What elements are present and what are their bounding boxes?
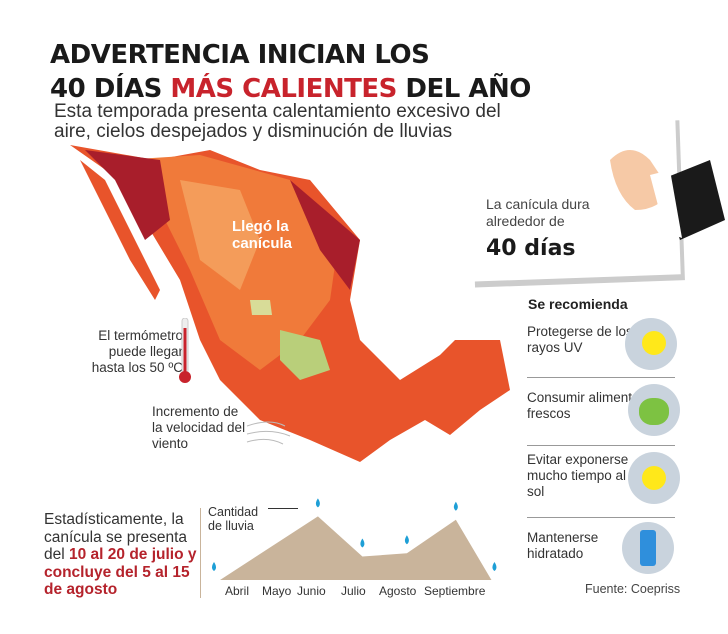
- title-line-1: ADVERTENCIA INICIAN LOS: [50, 40, 430, 70]
- wind-icon: [246, 421, 291, 445]
- map-label: Llegó la canícula: [232, 218, 293, 252]
- chart-label: Cantidad de lluvia: [208, 505, 259, 533]
- thermometer-text: El termómetro puede llegar hasta los 50 …: [91, 328, 183, 375]
- source: Fuente: Coepriss: [585, 582, 681, 596]
- subtitle: Esta temporada presenta calentamiento ex…: [54, 101, 501, 142]
- raindrop-icon: [492, 562, 497, 571]
- raindrop-icon: [212, 562, 216, 571]
- title-line-2: 40 DÍAS MÁS CALIENTES DEL AÑO: [50, 74, 531, 104]
- note-days: 40 días: [486, 236, 576, 261]
- recommend-title: Se recomienda: [528, 296, 628, 312]
- rec-text: Mantenerse hidratado: [527, 530, 599, 561]
- arrow-icon: [268, 508, 298, 509]
- wind-text: Incremento de la velocidad del viento: [152, 404, 246, 451]
- month-label: Abril: [225, 584, 250, 598]
- raindrop-icon: [360, 538, 365, 548]
- hand-icon: [610, 150, 725, 240]
- rain-area: [220, 516, 492, 580]
- sun-icon: [628, 452, 680, 504]
- month-label: Mayo: [262, 584, 292, 598]
- water-bottle-icon: [622, 522, 674, 574]
- raindrop-icon: [315, 498, 320, 508]
- stats-dates: 10 al 20 de julio y concluye del 5 al 15…: [44, 546, 197, 598]
- month-label: Agosto: [379, 584, 417, 598]
- stats-plain: Estadísticamente, la canícula se present…: [44, 511, 188, 563]
- rec-text: Consumir alimentos frescos: [527, 390, 647, 421]
- title-part: DEL AÑO: [396, 74, 531, 104]
- rain-chart: [212, 498, 497, 580]
- divider: [527, 377, 675, 378]
- stats-text: Estadísticamente, la canícula se present…: [44, 511, 204, 599]
- mexico-heat-map: [70, 145, 510, 462]
- divider: [200, 508, 201, 598]
- apple-icon: [628, 384, 680, 436]
- rec-text: Evitar exponerse mucho tiempo al sol: [527, 452, 629, 499]
- month-label: Septiembre: [424, 584, 486, 598]
- thermometer-icon: [179, 318, 191, 383]
- title-highlight: MÁS CALIENTES: [170, 74, 397, 104]
- month-label: Julio: [341, 584, 366, 598]
- divider: [527, 445, 675, 446]
- note-text: La canícula dura alrededor de: [486, 196, 590, 229]
- raindrop-icon: [453, 501, 458, 511]
- divider: [527, 517, 675, 518]
- rec-text: Protegerse de los rayos UV: [527, 324, 633, 355]
- title-part: 40 DÍAS: [50, 74, 171, 104]
- raindrop-icon: [404, 535, 409, 545]
- month-label: Junio: [297, 584, 326, 598]
- sun-icon: [625, 318, 677, 370]
